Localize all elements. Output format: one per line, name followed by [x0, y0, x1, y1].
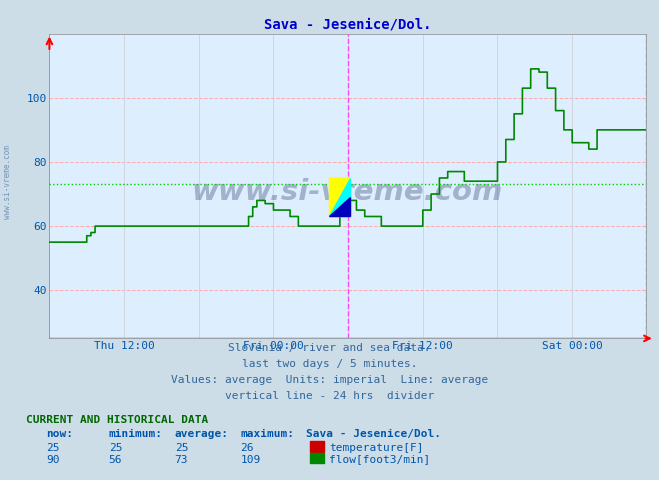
Text: 25: 25 [46, 443, 59, 453]
Text: 25: 25 [109, 443, 122, 453]
Text: last two days / 5 minutes.: last two days / 5 minutes. [242, 359, 417, 369]
Title: Sava - Jesenice/Dol.: Sava - Jesenice/Dol. [264, 17, 432, 31]
Text: minimum:: minimum: [109, 429, 163, 439]
Text: 26: 26 [241, 443, 254, 453]
Text: maximum:: maximum: [241, 429, 295, 439]
Polygon shape [330, 178, 350, 216]
Text: www.si-vreme.com: www.si-vreme.com [3, 145, 13, 219]
Text: Values: average  Units: imperial  Line: average: Values: average Units: imperial Line: av… [171, 375, 488, 385]
Text: 109: 109 [241, 455, 261, 465]
Text: 56: 56 [109, 455, 122, 465]
Text: now:: now: [46, 429, 73, 439]
Text: 25: 25 [175, 443, 188, 453]
Text: average:: average: [175, 429, 229, 439]
Text: Slovenia / river and sea data.: Slovenia / river and sea data. [228, 343, 431, 353]
Text: 90: 90 [46, 455, 59, 465]
Text: www.si-vreme.com: www.si-vreme.com [192, 178, 503, 206]
Text: flow[foot3/min]: flow[foot3/min] [330, 455, 431, 465]
Polygon shape [330, 178, 350, 216]
Polygon shape [330, 197, 350, 216]
Text: CURRENT AND HISTORICAL DATA: CURRENT AND HISTORICAL DATA [26, 415, 209, 425]
Text: Sava - Jesenice/Dol.: Sava - Jesenice/Dol. [306, 429, 442, 439]
Text: temperature[F]: temperature[F] [330, 443, 424, 453]
Text: vertical line - 24 hrs  divider: vertical line - 24 hrs divider [225, 391, 434, 401]
Text: 73: 73 [175, 455, 188, 465]
